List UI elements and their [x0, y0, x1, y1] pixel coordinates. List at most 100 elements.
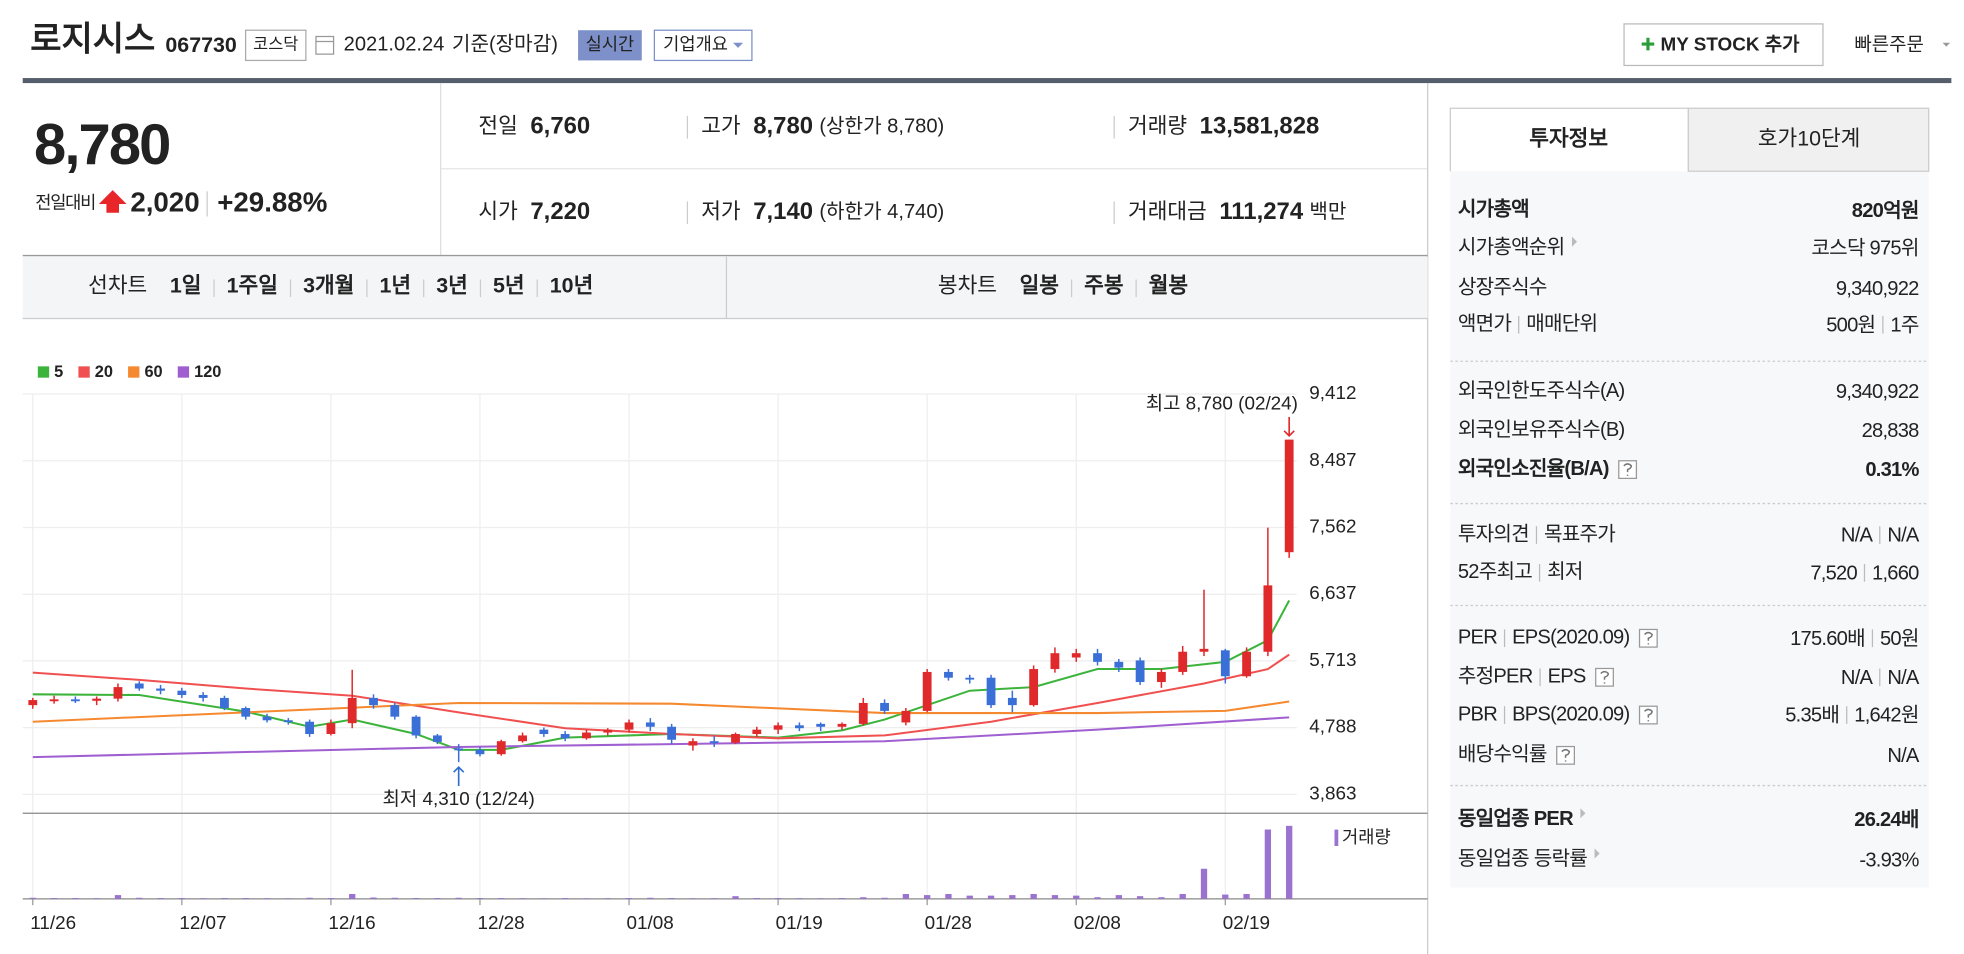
x-tick-label: 01/19 [776, 913, 823, 934]
y-tick-label: 6,637 [1309, 583, 1356, 604]
quick-order[interactable]: 빠른주문 [1854, 33, 1923, 55]
candle-body [369, 697, 378, 706]
candle-body [944, 671, 953, 678]
quote-value: 7,140 [753, 198, 813, 225]
volume-bar [476, 898, 484, 899]
info-tab[interactable]: 투자정보 [1529, 126, 1608, 150]
candle-body [411, 716, 421, 736]
info-label: 52주최고 [1458, 560, 1532, 583]
x-tick-label: 02/19 [1223, 913, 1270, 934]
period-tab[interactable]: 3년 [436, 274, 468, 298]
volume-bar [434, 898, 441, 899]
realtime-bg[interactable] [578, 30, 642, 61]
info-value: N/A [1841, 525, 1874, 547]
volume-bar [540, 898, 548, 899]
volume-bar [29, 897, 36, 899]
link-chevron[interactable] [1594, 848, 1600, 859]
y-tick-label: 9,412 [1309, 383, 1356, 404]
volume-bar [349, 894, 356, 899]
candle-body [709, 741, 719, 744]
volume-bar [774, 898, 782, 899]
info-label: 추정PER [1458, 665, 1533, 688]
quote-value: 6,760 [530, 112, 590, 139]
volume-bar [157, 898, 164, 899]
candle-body [1135, 660, 1145, 683]
volume-bar [72, 898, 79, 899]
y-tick-label: 7,562 [1309, 516, 1356, 537]
info-value: 9,340,922 [1836, 381, 1919, 403]
mystock-button[interactable]: MY STOCK 추가 [1661, 33, 1801, 55]
volume-bar [562, 898, 569, 899]
info-label: PER [1458, 627, 1497, 649]
volume-bar [1051, 895, 1059, 899]
info-label: 동일업종 등락률 [1458, 847, 1587, 870]
period-tab[interactable]: 1일 [170, 274, 202, 298]
current-price: 8,780 [34, 113, 169, 177]
period-tab[interactable]: 주봉 [1084, 274, 1123, 298]
help-mark [1561, 748, 1571, 762]
volume-bar [242, 898, 249, 899]
x-tick-label: 12/16 [328, 913, 375, 934]
info-value: 9,340,922 [1836, 278, 1919, 300]
volume-bar [1073, 895, 1080, 899]
legend-label: 5 [54, 363, 63, 381]
candle-body [901, 710, 911, 723]
link-chevron[interactable] [1571, 236, 1578, 247]
help-mark [1644, 631, 1653, 645]
candle-body [518, 735, 527, 742]
company-button[interactable]: 기업개요 [663, 34, 728, 54]
volume-bar [221, 898, 228, 899]
candle-body [475, 749, 485, 755]
volume-legend-swatch [1334, 829, 1339, 846]
y-tick-label: 5,713 [1309, 650, 1356, 671]
stock-name: 로지시스 [30, 21, 155, 59]
realtime-button[interactable]: 실시간 [586, 34, 635, 54]
period-tab[interactable]: 일봉 [1020, 274, 1059, 298]
volume-bar [178, 898, 185, 899]
link-chevron[interactable] [1580, 808, 1586, 819]
annotation-arrow [453, 765, 465, 787]
info-label: 매매단위 [1526, 312, 1597, 335]
candle-body [113, 687, 123, 699]
candle-body [262, 716, 272, 721]
tab-bar [22, 256, 1428, 319]
info-value: 28,838 [1862, 420, 1920, 442]
x-tick-label: 02/08 [1074, 913, 1121, 934]
info-label: 배당수익률 [1458, 743, 1547, 766]
volume-bar [285, 898, 292, 899]
candle-body [1242, 651, 1251, 677]
legend-label: 20 [95, 363, 113, 381]
quote-extra: (하한가 4,740) [819, 200, 944, 223]
period-tab[interactable]: 3개월 [303, 274, 354, 298]
volume-bar [860, 897, 867, 899]
period-tab[interactable]: 5년 [493, 274, 525, 298]
volume-bar [1030, 894, 1037, 899]
quote-label: 시가 [478, 199, 518, 223]
candle-body [1263, 585, 1273, 652]
volume-bar [1264, 829, 1272, 899]
x-tick-label: 12/07 [179, 913, 226, 934]
period-tab[interactable]: 1년 [380, 274, 412, 298]
period-tab[interactable]: 1주일 [227, 274, 278, 298]
volume-bar [945, 894, 952, 899]
period-tab[interactable]: 10년 [550, 274, 593, 298]
info-value: 175.60배 [1790, 627, 1865, 650]
info-tab[interactable]: 호가10단계 [1758, 126, 1861, 150]
quote-label: 저가 [701, 199, 741, 223]
period-tab[interactable]: 월봉 [1149, 274, 1188, 298]
change-value: 2,020 [130, 186, 199, 217]
y-tick-label: 4,788 [1309, 717, 1356, 738]
volume-bar [689, 898, 697, 899]
legend-swatch [37, 366, 50, 378]
volume-bar [370, 897, 377, 899]
company-box[interactable] [653, 29, 753, 62]
candle-body [1071, 653, 1081, 658]
volume-bar [306, 897, 313, 899]
mystock-box[interactable] [1623, 23, 1824, 67]
y-tick-label: 3,863 [1309, 783, 1356, 804]
info-label: 외국인소진율(B/A) [1458, 457, 1609, 480]
tab-active[interactable] [1449, 107, 1689, 172]
candle-body [582, 732, 591, 739]
volume-bar [263, 898, 271, 899]
